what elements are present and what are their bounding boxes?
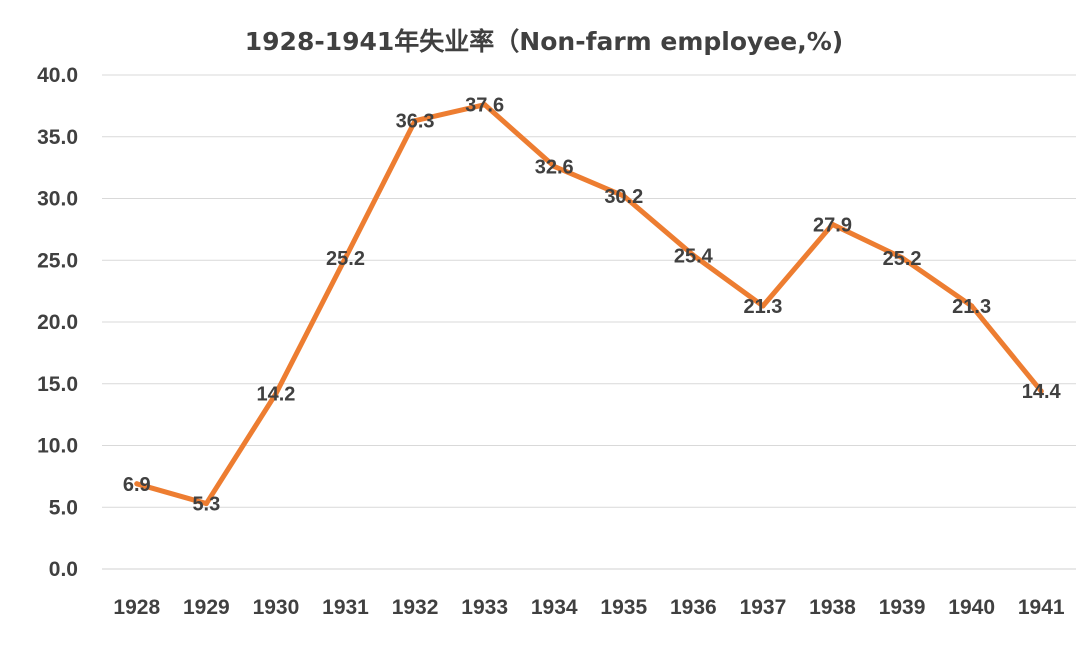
x-tick-label: 1928 (113, 596, 160, 619)
data-point (760, 303, 766, 309)
y-tick-label: 35.0 (37, 126, 78, 149)
data-point (273, 391, 279, 397)
data-label: 14.4 (1022, 381, 1062, 403)
y-tick-label: 25.0 (37, 249, 78, 272)
x-tick-label: 1938 (809, 596, 856, 619)
data-point (343, 255, 348, 261)
y-tick-label: 0.0 (49, 558, 78, 581)
data-label: 37.6 (465, 95, 504, 117)
data-label: 27.9 (813, 214, 852, 236)
y-axis: 0.0 5.0 10.0 15.0 20.0 25.0 30.0 35.0 40.0 (37, 64, 78, 581)
x-tick-label: 1936 (670, 596, 717, 619)
data-label: 32.6 (535, 156, 574, 178)
x-tick-label: 1941 (1018, 596, 1065, 619)
data-point (203, 501, 209, 507)
y-tick-label: 30.0 (37, 188, 78, 211)
x-tick-label: 1934 (531, 596, 578, 619)
x-tick-label: 1939 (879, 596, 926, 619)
x-axis: 1928 1929 1930 1931 1932 1933 1934 1935 1936 1937… (113, 596, 1064, 619)
data-label: 14.2 (256, 384, 295, 406)
series-layer (134, 102, 1044, 507)
data-label: 25.4 (674, 245, 714, 267)
y-tick-label: 5.0 (49, 496, 78, 519)
data-point (1038, 388, 1044, 394)
data-label: 6.9 (123, 474, 151, 496)
data-point (899, 255, 905, 261)
data-label: 21.3 (952, 296, 991, 318)
data-point (621, 193, 627, 199)
data-label: 21.3 (743, 296, 782, 318)
x-tick-label: 1929 (183, 596, 230, 619)
y-tick-label: 15.0 (37, 373, 78, 396)
y-tick-label: 10.0 (37, 435, 78, 458)
x-tick-label: 1931 (322, 596, 369, 619)
data-label: 30.2 (604, 186, 643, 208)
gridlines (102, 74, 1076, 570)
y-tick-label: 40.0 (37, 64, 78, 87)
data-point (482, 102, 488, 108)
x-tick-label: 1932 (392, 596, 439, 619)
x-tick-label: 1930 (253, 596, 300, 619)
data-label: 5.3 (192, 494, 220, 516)
data-point (830, 221, 835, 227)
x-tick-label: 1933 (461, 596, 508, 619)
data-point (551, 163, 557, 169)
y-tick-label: 20.0 (37, 311, 78, 334)
data-point (969, 303, 975, 309)
data-point (412, 118, 418, 124)
data-label: 25.2 (883, 248, 922, 270)
data-point (690, 252, 696, 258)
data-point (134, 481, 140, 487)
x-tick-label: 1940 (948, 596, 995, 619)
data-label: 36.3 (396, 111, 435, 133)
data-label: 25.2 (326, 248, 365, 270)
chart-title: 1928-1941年失业率（Non-farm employee,%) (244, 27, 844, 56)
x-tick-label: 1937 (740, 596, 787, 619)
data-labels: 6.9 5.3 14.2 25.2 36.3 37.6 32.6 30.2 25.4 21.3 27… (123, 95, 1062, 516)
x-tick-label: 1935 (600, 596, 647, 619)
series-line (134, 102, 1044, 507)
